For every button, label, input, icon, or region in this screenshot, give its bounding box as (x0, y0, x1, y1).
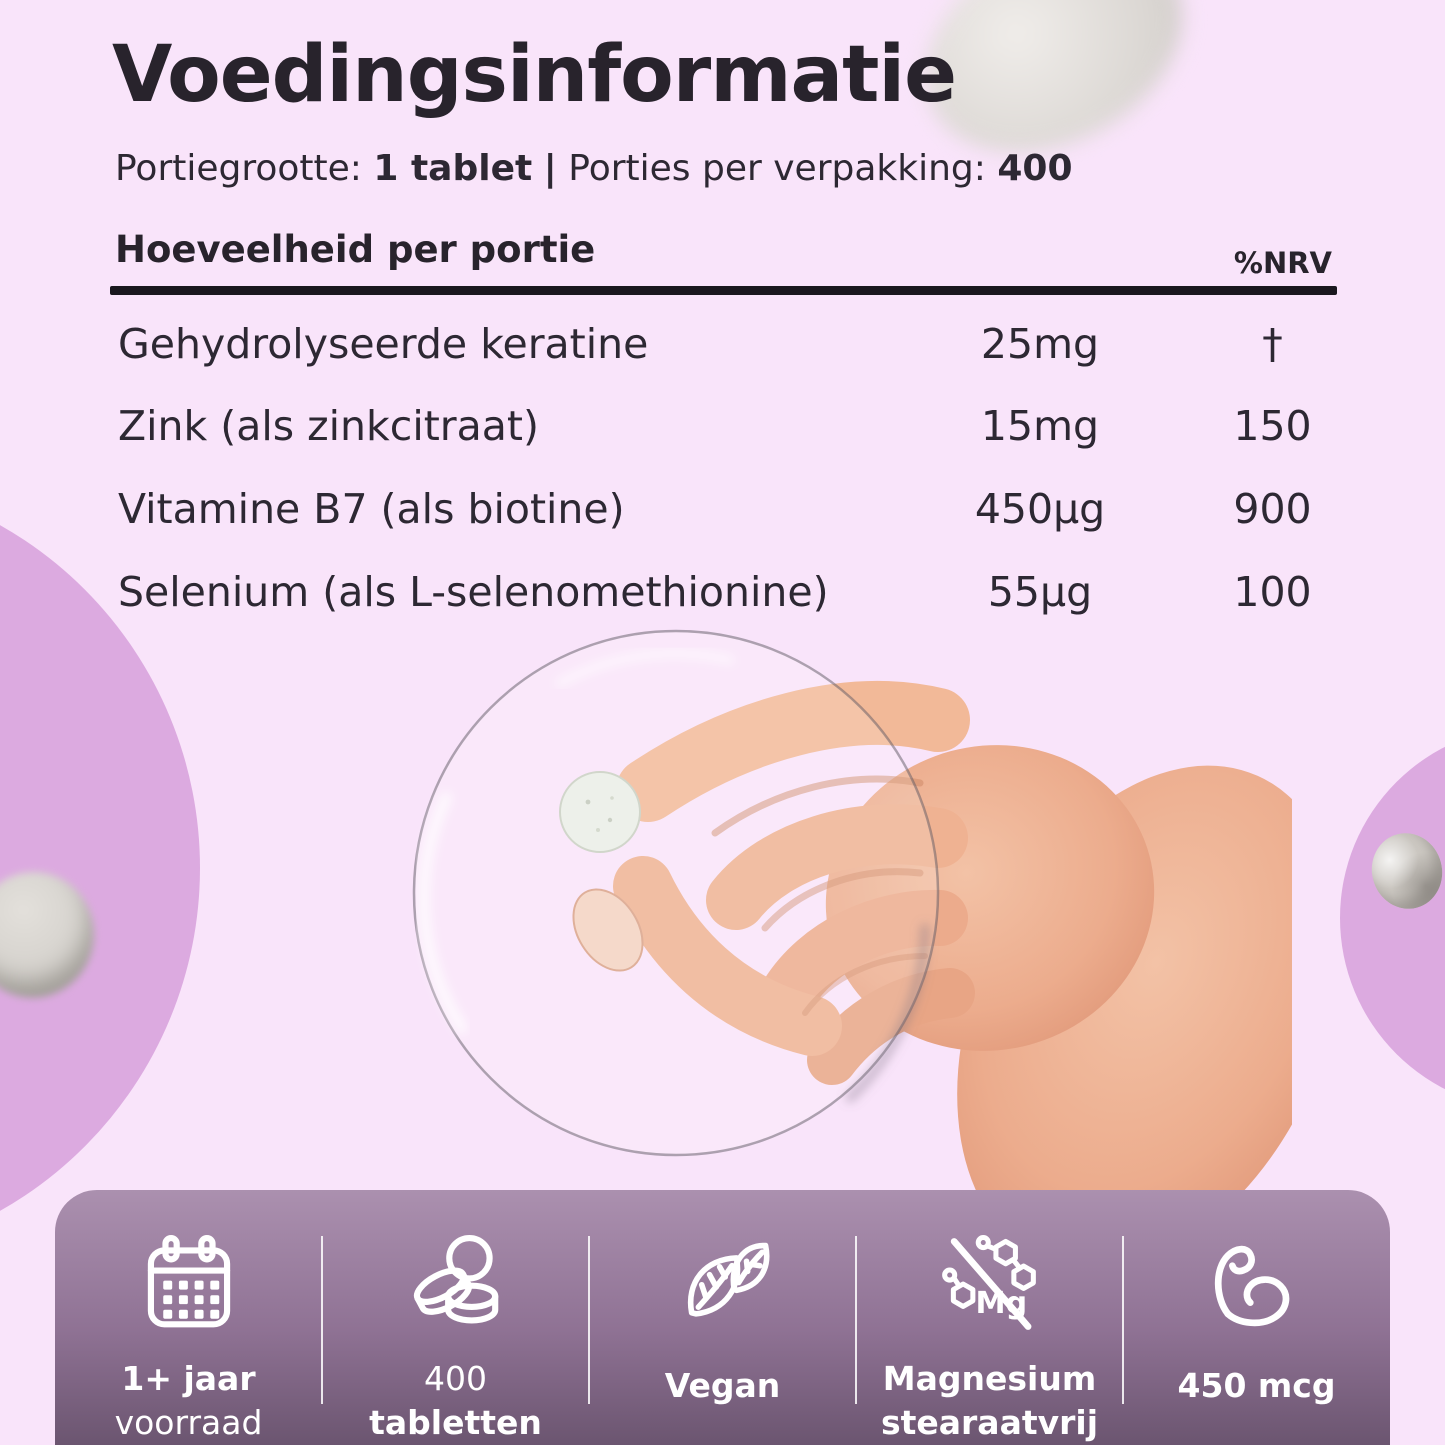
divider (321, 1236, 323, 1404)
table-row: Vitamine B7 (als biotine) 450µg 900 (0, 485, 1445, 541)
nutrient-name: Gehydrolyseerde keratine (118, 320, 649, 368)
nutrient-nrv: † (1262, 320, 1283, 368)
servings-per-pack-label: Porties per verpakking: (568, 148, 986, 189)
nutrient-amount: 25mg (980, 320, 1100, 368)
servings-per-pack-value: 400 (997, 148, 1073, 189)
feature-label: Vegan (664, 1366, 781, 1405)
feature-label: 450 mcg (1177, 1366, 1336, 1405)
serving-size-value: 1 tablet (373, 148, 533, 189)
feature-label: tabletten (369, 1403, 542, 1442)
nutrient-nrv: 900 (1233, 485, 1312, 533)
calendar-icon (133, 1226, 245, 1341)
feature-badges-bar: 1+ jaar voorraad (55, 1190, 1390, 1445)
table-header-nrv: %NRV (1233, 246, 1332, 280)
hand-with-tablet-and-lens-photo (412, 629, 1292, 1200)
nutrient-name: Vitamine B7 (als biotine) (118, 485, 625, 533)
serving-size-label: Portiegrootte: (115, 148, 362, 189)
feature-vegan: Vegan (589, 1226, 857, 1445)
nutrient-amount: 450µg (974, 485, 1106, 533)
feature-label: voorraad (114, 1403, 263, 1442)
nutrient-name: Zink (als zinkcitraat) (118, 402, 539, 450)
feature-magnesium-stearate-free: Mg Magnesium stearaatvrij (856, 1226, 1124, 1445)
table-header-amount-per-serving: Hoeveelheid per portie (115, 228, 596, 271)
serving-info-line: Portiegrootte: 1 tablet | Porties per ve… (115, 148, 1073, 189)
nutrient-name: Selenium (als L-selenomethionine) (118, 568, 829, 616)
nutrient-amount: 55µg (987, 568, 1093, 616)
feature-shelf-life: 1+ jaar voorraad (55, 1226, 323, 1445)
fingernail (572, 888, 644, 972)
feature-label: stearaatvrij (880, 1403, 1099, 1442)
table-row: Zink (als zinkcitraat) 15mg 150 (0, 402, 1445, 458)
divider (855, 1236, 857, 1404)
magnifier-lens (412, 629, 940, 1157)
table-row: Gehydrolyseerde keratine 25mg † (0, 320, 1445, 376)
held-tablet (559, 771, 641, 853)
table-row: Selenium (als L-selenomethionine) 55µg 1… (0, 568, 1445, 624)
feature-label: 1+ jaar (121, 1359, 256, 1398)
muscle-icon (1201, 1226, 1313, 1348)
separator: | (543, 148, 557, 189)
divider (588, 1236, 590, 1404)
decorative-circle-right (1340, 726, 1445, 1110)
feature-label: 400 (423, 1359, 487, 1398)
no-magnesium-icon: Mg (934, 1226, 1046, 1341)
nutrient-amount: 15mg (980, 402, 1100, 450)
table-divider-rule (110, 286, 1337, 295)
feature-tablet-count: 400 tabletten (322, 1226, 590, 1445)
nutrient-nrv: 100 (1233, 568, 1312, 616)
leaf-icon (667, 1226, 779, 1348)
hand (572, 681, 1292, 1200)
page-title: Voedingsinformatie (112, 30, 957, 120)
nutrient-nrv: 150 (1233, 402, 1312, 450)
feature-dose-strength: 450 mcg (1123, 1226, 1390, 1445)
tablets-icon (400, 1226, 512, 1341)
feature-label: Magnesium (882, 1359, 1097, 1398)
divider (1122, 1236, 1124, 1404)
